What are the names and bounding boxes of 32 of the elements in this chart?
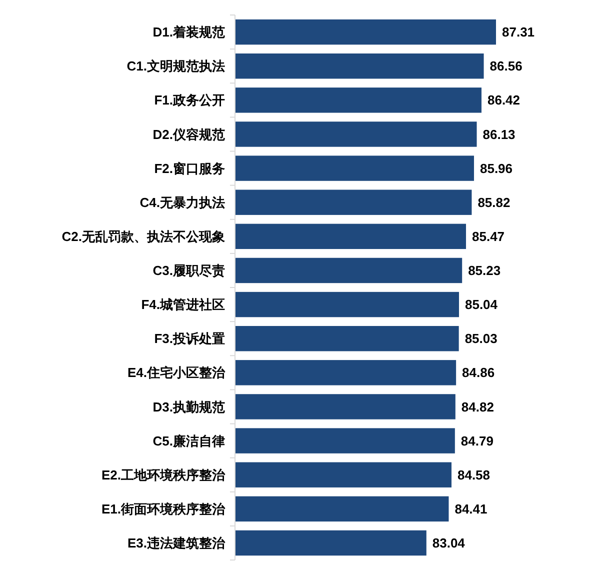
- y-tick-label: E1.街面环境秩序整治: [101, 501, 226, 516]
- data-label: 86.13: [482, 126, 516, 142]
- data-label: 84.58: [457, 467, 490, 482]
- y-tick-label: E4.住宅小区整治: [127, 365, 226, 380]
- data-label: 84.79: [460, 433, 494, 448]
- y-tick-label: C5.廉洁自律: [152, 433, 225, 448]
- data-label: 85.03: [464, 331, 498, 346]
- data-label: 84.86: [462, 365, 495, 380]
- data-label: 86.42: [487, 92, 520, 108]
- y-tick-label: F4.城管进社区: [141, 297, 225, 312]
- data-label: 85.23: [468, 263, 501, 278]
- y-tick-label: F2.窗口服务: [154, 160, 225, 176]
- data-label: 87.31: [502, 24, 535, 40]
- data-label: 85.82: [478, 194, 510, 210]
- y-tick-label: D3.执勤规范: [152, 399, 225, 414]
- data-label: 84.41: [454, 501, 488, 516]
- data-label: 86.56: [490, 58, 522, 74]
- data-label: 83.04: [432, 536, 466, 551]
- y-tick-label: C3.履职尽责: [152, 263, 225, 278]
- y-tick-label: C2.无乱罚款、执法不公现象: [62, 228, 225, 244]
- y-tick-label: E3.违法建筑整治: [127, 536, 226, 551]
- data-label: 84.82: [461, 399, 494, 414]
- y-tick-label: C1.文明规范执法: [126, 58, 225, 74]
- y-tick-label: D1.着装规范: [152, 24, 225, 40]
- data-label: 85.47: [472, 228, 505, 244]
- y-tick-label: D2.仪容规范: [152, 126, 225, 142]
- y-tick-label: E2.工地环境秩序整治: [101, 467, 226, 482]
- y-tick-label: F3.投诉处置: [154, 331, 225, 346]
- data-label: 85.96: [480, 160, 513, 176]
- data-label: 85.04: [464, 297, 498, 312]
- y-tick-label: F1.政务公开: [154, 92, 225, 108]
- y-tick-label: C4.无暴力执法: [140, 194, 225, 210]
